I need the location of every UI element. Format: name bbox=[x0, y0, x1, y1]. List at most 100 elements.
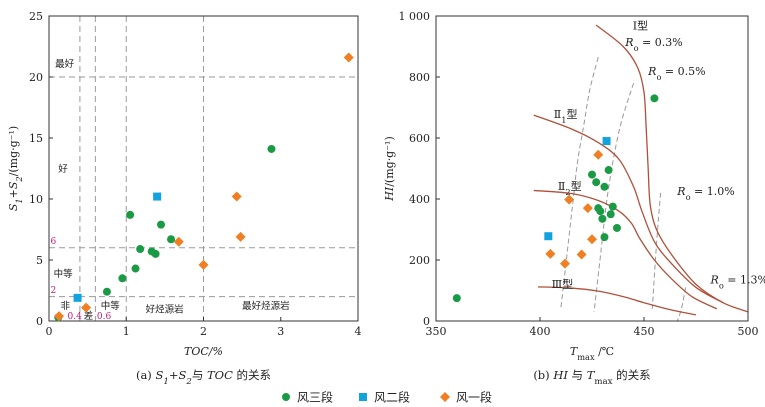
data-point-s3 bbox=[606, 210, 615, 219]
data-point-s3 bbox=[102, 287, 111, 296]
legend-item: 风一段 bbox=[440, 390, 492, 405]
data-point-s3 bbox=[126, 210, 135, 219]
x-tick-label: 350 bbox=[426, 325, 447, 338]
x-tick-label: 1 bbox=[123, 325, 130, 338]
data-point-s3 bbox=[131, 264, 140, 273]
zone-label: 中等 bbox=[101, 300, 121, 312]
data-point-s1 bbox=[231, 191, 242, 202]
data-point-s1 bbox=[593, 149, 604, 160]
data-point-s3 bbox=[157, 220, 166, 229]
zone-label: 好 bbox=[58, 163, 68, 175]
type-label: Ⅲ型 bbox=[552, 277, 574, 291]
type-label: Ⅱ1型 bbox=[554, 107, 578, 125]
data-point-s3 bbox=[598, 214, 607, 223]
chart-b: Ro = 0.3% Ro = 0.5% Ro = 1.0% Ro = 1.3% Ⅰ型 Ⅱ1… bbox=[383, 10, 765, 387]
y-tick-label: 400 bbox=[409, 193, 430, 206]
x-axis-label: TOC/% bbox=[184, 345, 223, 358]
data-point-s1 bbox=[343, 52, 354, 63]
data-point-s3 bbox=[592, 178, 601, 187]
ro-isoline bbox=[560, 57, 599, 309]
data-point-s3 bbox=[596, 207, 605, 216]
type-label: Ⅱ2型 bbox=[558, 179, 582, 197]
x-tick-label: 500 bbox=[738, 325, 759, 338]
data-point-s2 bbox=[544, 232, 553, 241]
legend-item: 风三段 bbox=[282, 390, 333, 405]
data-point-s3 bbox=[267, 144, 276, 153]
y-tick-label: 200 bbox=[409, 254, 430, 267]
threshold-label: 2 bbox=[51, 286, 57, 296]
x-tick-label: 3 bbox=[277, 325, 284, 338]
y-tick-label: 1 000 bbox=[399, 10, 431, 23]
zone-label: 最好烃源岩 bbox=[242, 300, 290, 312]
data-point-s2 bbox=[73, 293, 82, 302]
x-tick-label: 0 bbox=[46, 325, 53, 338]
x-axis-label: Tmax /℃ bbox=[570, 345, 614, 362]
zone-label: 非 bbox=[61, 300, 71, 312]
zone-label: 中等 bbox=[54, 268, 74, 280]
data-point-s3 bbox=[604, 166, 613, 175]
y-tick-label: 10 bbox=[29, 193, 43, 206]
data-point-s3 bbox=[608, 202, 617, 211]
data-point-s3 bbox=[600, 233, 609, 242]
kerogen-type-curve bbox=[537, 286, 697, 316]
ro-label: Ro = 0.5% bbox=[647, 65, 705, 82]
ro-label: Ro = 0.3% bbox=[624, 36, 682, 53]
data-point-s2 bbox=[153, 192, 162, 201]
data-point-s3 bbox=[151, 249, 160, 258]
data-point-s2 bbox=[602, 137, 611, 146]
data-point-s1 bbox=[173, 236, 184, 247]
plot-frame bbox=[435, 15, 749, 322]
data-point-s3 bbox=[136, 245, 145, 254]
x-tick-label: 4 bbox=[355, 325, 362, 338]
legend-label: 风二段 bbox=[374, 390, 410, 405]
ro-isoline bbox=[651, 192, 662, 309]
zone-label: 好烃源岩 bbox=[146, 303, 184, 315]
data-point-s3 bbox=[600, 182, 609, 191]
y-tick-label: 800 bbox=[409, 71, 430, 84]
data-point-s1 bbox=[564, 194, 575, 205]
data-point-s3 bbox=[612, 223, 621, 232]
legend: 风三段 风二段 风一段 bbox=[282, 390, 492, 405]
legend-marker-s3 bbox=[282, 393, 290, 401]
data-point-s1 bbox=[235, 231, 246, 242]
kerogen-type-curve bbox=[595, 24, 748, 313]
y-tick-label: 0 bbox=[423, 315, 430, 328]
y-tick-label: 20 bbox=[29, 71, 43, 84]
data-point-s1 bbox=[54, 311, 65, 322]
y-tick-label: 5 bbox=[36, 254, 43, 267]
data-point-s3 bbox=[167, 235, 176, 244]
caption-b: (b) HI 与 Tmax 的关系 bbox=[533, 368, 650, 387]
zone-label: 差 bbox=[84, 310, 94, 322]
threshold-label: 6 bbox=[51, 237, 57, 247]
zone-label: 最好 bbox=[55, 58, 75, 70]
x-tick-label: 2 bbox=[200, 325, 207, 338]
ro-isoline bbox=[593, 82, 635, 312]
data-point-s1 bbox=[545, 248, 556, 259]
threshold-label: 0.4 bbox=[68, 312, 83, 322]
y-axis-label: HI/(mg·g⁻¹) bbox=[383, 136, 396, 201]
ro-label: Ro = 1.0% bbox=[676, 185, 734, 202]
data-point-s1 bbox=[81, 302, 92, 313]
y-tick-label: 25 bbox=[29, 10, 43, 23]
legend-label: 风一段 bbox=[456, 390, 492, 405]
legend-marker-s2 bbox=[359, 393, 367, 401]
data-point-s3 bbox=[118, 274, 127, 283]
legend-marker-s1 bbox=[440, 392, 450, 402]
data-point-s1 bbox=[576, 249, 587, 260]
data-point-s3 bbox=[650, 94, 659, 103]
data-point-s1 bbox=[559, 258, 570, 269]
threshold-label: 0.6 bbox=[97, 312, 112, 322]
caption-a: (a) S1+S2与 TOC 的关系 bbox=[136, 368, 271, 387]
ro-label: Ro = 1.3% bbox=[710, 273, 765, 290]
data-point-s1 bbox=[587, 234, 597, 245]
data-point-s1 bbox=[198, 259, 209, 270]
y-axis-label: S1+S2/(mg·g⁻¹) bbox=[7, 126, 24, 211]
ro-isoline bbox=[676, 287, 687, 321]
x-tick-label: 400 bbox=[530, 325, 551, 338]
y-tick-label: 15 bbox=[29, 132, 43, 145]
legend-label: 风三段 bbox=[297, 390, 333, 405]
data-point-s3 bbox=[452, 294, 461, 303]
x-tick-label: 450 bbox=[634, 325, 655, 338]
